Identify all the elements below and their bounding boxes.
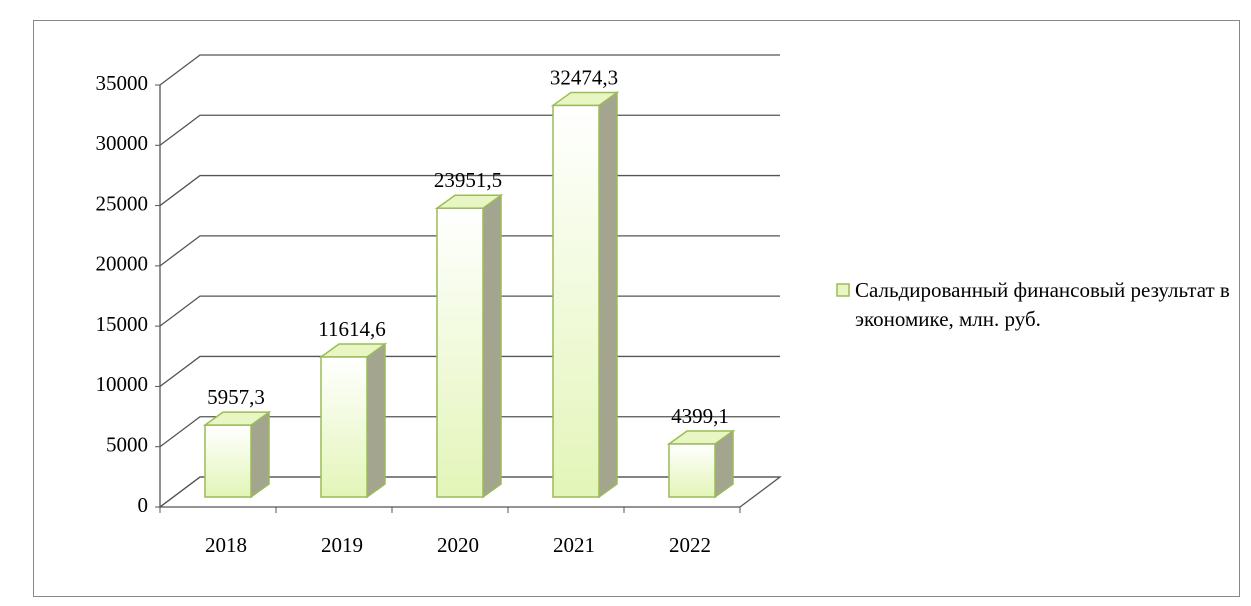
y-tick-label: 15000 [96, 312, 149, 336]
bar-side [250, 410, 270, 499]
y-tick-label: 20000 [96, 252, 149, 276]
y-tick-label: 35000 [96, 71, 149, 95]
bar-side [366, 342, 386, 499]
x-tick-label: 2020 [437, 533, 479, 557]
x-tick-label: 2022 [669, 533, 711, 557]
y-tick-label: 10000 [96, 372, 149, 396]
bar [204, 424, 252, 498]
bar [436, 207, 484, 498]
data-label: 5957,3 [207, 385, 265, 409]
y-tick-label: 0 [138, 493, 149, 517]
x-tick-label: 2021 [553, 533, 595, 557]
data-label: 11614,6 [318, 317, 385, 341]
x-tick-label: 2019 [321, 533, 363, 557]
legend-label: Сальдированный финансовый результат в эк… [855, 278, 1230, 331]
grid-line [159, 114, 780, 146]
legend-swatch [836, 283, 850, 297]
data-label: 32474,3 [550, 65, 618, 89]
bar-side [482, 193, 502, 499]
bar-side [598, 90, 618, 499]
data-label: 4399,1 [671, 404, 729, 428]
x-tick-label: 2018 [205, 533, 247, 557]
bar [668, 443, 716, 498]
bar [320, 356, 368, 498]
bar [552, 104, 600, 498]
y-tick-label: 25000 [96, 191, 149, 215]
chart-frame [33, 20, 1240, 597]
data-label: 23951,5 [434, 168, 502, 192]
y-tick-label: 30000 [96, 131, 149, 155]
y-tick-label: 5000 [106, 433, 148, 457]
grid-line [159, 54, 780, 86]
